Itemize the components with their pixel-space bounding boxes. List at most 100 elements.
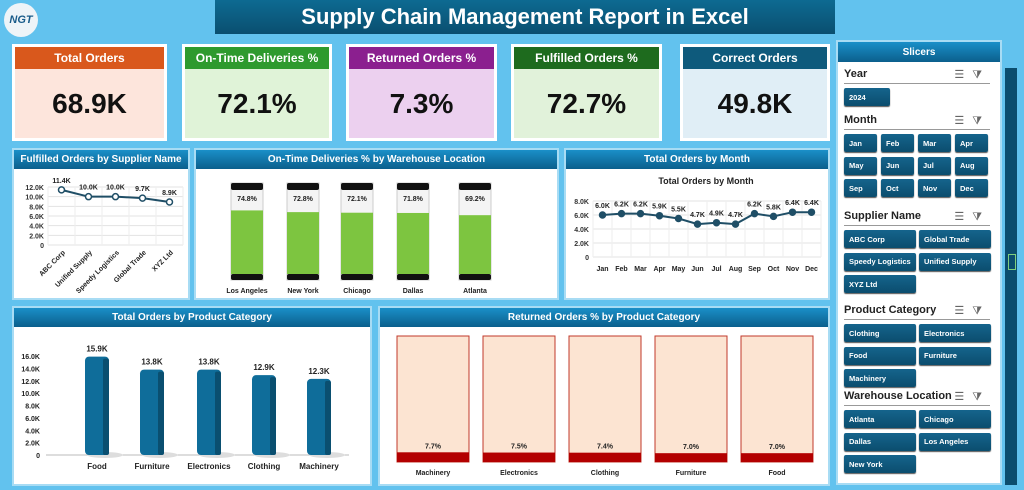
slicer-button[interactable]: Electronics xyxy=(919,324,991,342)
kpi-card: Total Orders 68.9K xyxy=(12,44,167,141)
clear-filter-icon[interactable]: ⧩ xyxy=(972,211,990,223)
slicer-button[interactable]: ABC Corp xyxy=(844,230,916,248)
slicer-button[interactable]: Chicago xyxy=(919,410,991,428)
slicer-button[interactable]: Global Trade xyxy=(919,230,991,248)
y-tick-label: 6.0K xyxy=(29,214,44,221)
slicer-button[interactable]: Aug xyxy=(955,156,988,175)
multi-select-icon[interactable]: ☰ xyxy=(954,211,973,223)
slicer-button[interactable]: Feb xyxy=(881,134,914,152)
scrollbar[interactable] xyxy=(1005,68,1017,485)
slicer-button[interactable]: Apr xyxy=(955,134,988,152)
slicer-button[interactable]: Furniture xyxy=(919,346,991,365)
slicer-button[interactable]: Dec xyxy=(955,179,988,197)
data-label: 4.9K xyxy=(709,211,724,218)
y-tick-label: 2.0K xyxy=(25,441,40,448)
slicer-button[interactable]: 2024 xyxy=(844,88,890,106)
bar xyxy=(231,210,263,274)
slicers-title: Slicers xyxy=(838,42,1000,62)
kpi-value: 68.9K xyxy=(15,69,164,138)
slicer-button[interactable]: Jul xyxy=(918,156,951,175)
slicer-button[interactable]: Sep xyxy=(844,179,877,197)
multi-select-icon[interactable]: ☰ xyxy=(954,391,973,403)
y-tick-label: 16.0K xyxy=(21,354,40,361)
slicer-button[interactable]: Dallas xyxy=(844,432,916,451)
bar-side xyxy=(270,377,276,455)
bar xyxy=(287,212,319,274)
slicer-button[interactable]: Los Angeles xyxy=(919,432,991,451)
divider xyxy=(844,319,990,320)
bar-cap-top xyxy=(397,183,429,190)
slicer-button[interactable]: Jan xyxy=(844,134,877,152)
data-point xyxy=(636,209,645,218)
x-tick-label: Electronics xyxy=(187,462,231,471)
bar-cap-top xyxy=(459,183,491,190)
slicer-button[interactable]: Unified Supply xyxy=(919,252,991,271)
data-label: 13.8K xyxy=(141,358,163,367)
y-tick-label: 6.0K xyxy=(25,416,40,423)
data-label: 7.0% xyxy=(769,444,786,451)
x-tick-label: Atlanta xyxy=(463,288,487,295)
clear-filter-icon[interactable]: ⧩ xyxy=(972,115,990,127)
slicer-button[interactable]: Jun xyxy=(881,156,914,175)
data-label: 6.4K xyxy=(804,200,819,207)
data-label: 5.5K xyxy=(671,207,686,214)
clear-filter-icon[interactable]: ⧩ xyxy=(972,69,990,81)
data-label: 15.9K xyxy=(86,345,108,354)
bar-background xyxy=(568,335,642,463)
data-point xyxy=(693,220,702,228)
bar-background xyxy=(396,335,470,463)
multi-select-icon[interactable]: ☰ xyxy=(954,305,973,317)
data-label: 11.4K xyxy=(52,178,70,185)
y-tick-label: 2.0K xyxy=(29,233,44,240)
data-label: 5.8K xyxy=(766,204,781,211)
slicer-button[interactable]: XYZ Ltd xyxy=(844,275,916,293)
divider xyxy=(844,83,990,84)
multi-select-icon[interactable]: ☰ xyxy=(954,69,973,81)
month-chart-panel: Total Orders by Month Total Orders by Mo… xyxy=(564,148,830,300)
chart-title: Total Orders by Month xyxy=(566,150,828,169)
data-label: 9.7K xyxy=(135,186,150,193)
scrollbar-thumb[interactable] xyxy=(1008,254,1016,270)
data-label: 7.5% xyxy=(511,444,528,451)
slicer-button[interactable]: Mar xyxy=(918,134,951,152)
kpi-card: Returned Orders % 7.3% xyxy=(346,44,497,141)
bar-cap-top xyxy=(341,183,373,190)
y-tick-label: 2.0K xyxy=(574,241,589,248)
slicer-button[interactable]: Speedy Logistics xyxy=(844,252,916,271)
bar-side xyxy=(325,380,331,455)
warehouse-bar-chart: 74.8% Los Angeles 72.8% New York 72.1% Chicag… xyxy=(226,182,492,295)
slicer-button[interactable]: New York xyxy=(844,455,916,473)
slicer-button[interactable]: Clothing xyxy=(844,324,916,342)
clear-filter-icon[interactable]: ⧩ xyxy=(972,391,990,403)
clear-filter-icon[interactable]: ⧩ xyxy=(972,305,990,317)
data-label: 4.7K xyxy=(728,212,743,219)
logo: NGT xyxy=(4,3,38,37)
x-tick-label: Oct xyxy=(768,266,780,273)
y-tick-label: 0 xyxy=(36,453,40,460)
y-tick-label: 8.0K xyxy=(574,199,589,206)
slicer-title: Year xyxy=(844,68,868,80)
x-tick-label: Jun xyxy=(691,266,703,273)
data-point xyxy=(769,212,778,221)
x-tick-label: Dallas xyxy=(403,288,424,295)
y-tick-label: 4.0K xyxy=(574,227,589,234)
y-tick-label: 10.0K xyxy=(21,391,40,398)
slicer-controls: ☰⧩ xyxy=(954,210,990,224)
slicer-button[interactable]: Oct xyxy=(881,179,914,197)
product-bar-chart: 0 2.0K 4.0K 6.0K 8.0K 10.0K 12.0K 14.0K 16.0K 15.… xyxy=(21,345,349,471)
x-tick-label: Machinery xyxy=(416,470,451,477)
slicer-button[interactable]: May xyxy=(844,156,877,175)
slicer-button[interactable]: Nov xyxy=(918,179,951,197)
x-tick-label: Los Angeles xyxy=(226,288,267,295)
bar-cap-top xyxy=(231,183,263,190)
bar xyxy=(397,452,469,462)
y-tick-label: 8.0K xyxy=(29,204,44,211)
slicer-button[interactable]: Food xyxy=(844,346,916,365)
slicer-button[interactable]: Atlanta xyxy=(844,410,916,428)
supplier-line-chart: 0 2.0K 4.0K 6.0K 8.0K 10.0K 12.0K 11.4K ABC Corp… xyxy=(25,178,184,295)
slicer-button[interactable]: Machinery xyxy=(844,369,916,387)
multi-select-icon[interactable]: ☰ xyxy=(954,115,973,127)
x-tick-label: New York xyxy=(287,288,318,295)
data-point xyxy=(655,211,664,220)
data-point xyxy=(84,192,93,201)
